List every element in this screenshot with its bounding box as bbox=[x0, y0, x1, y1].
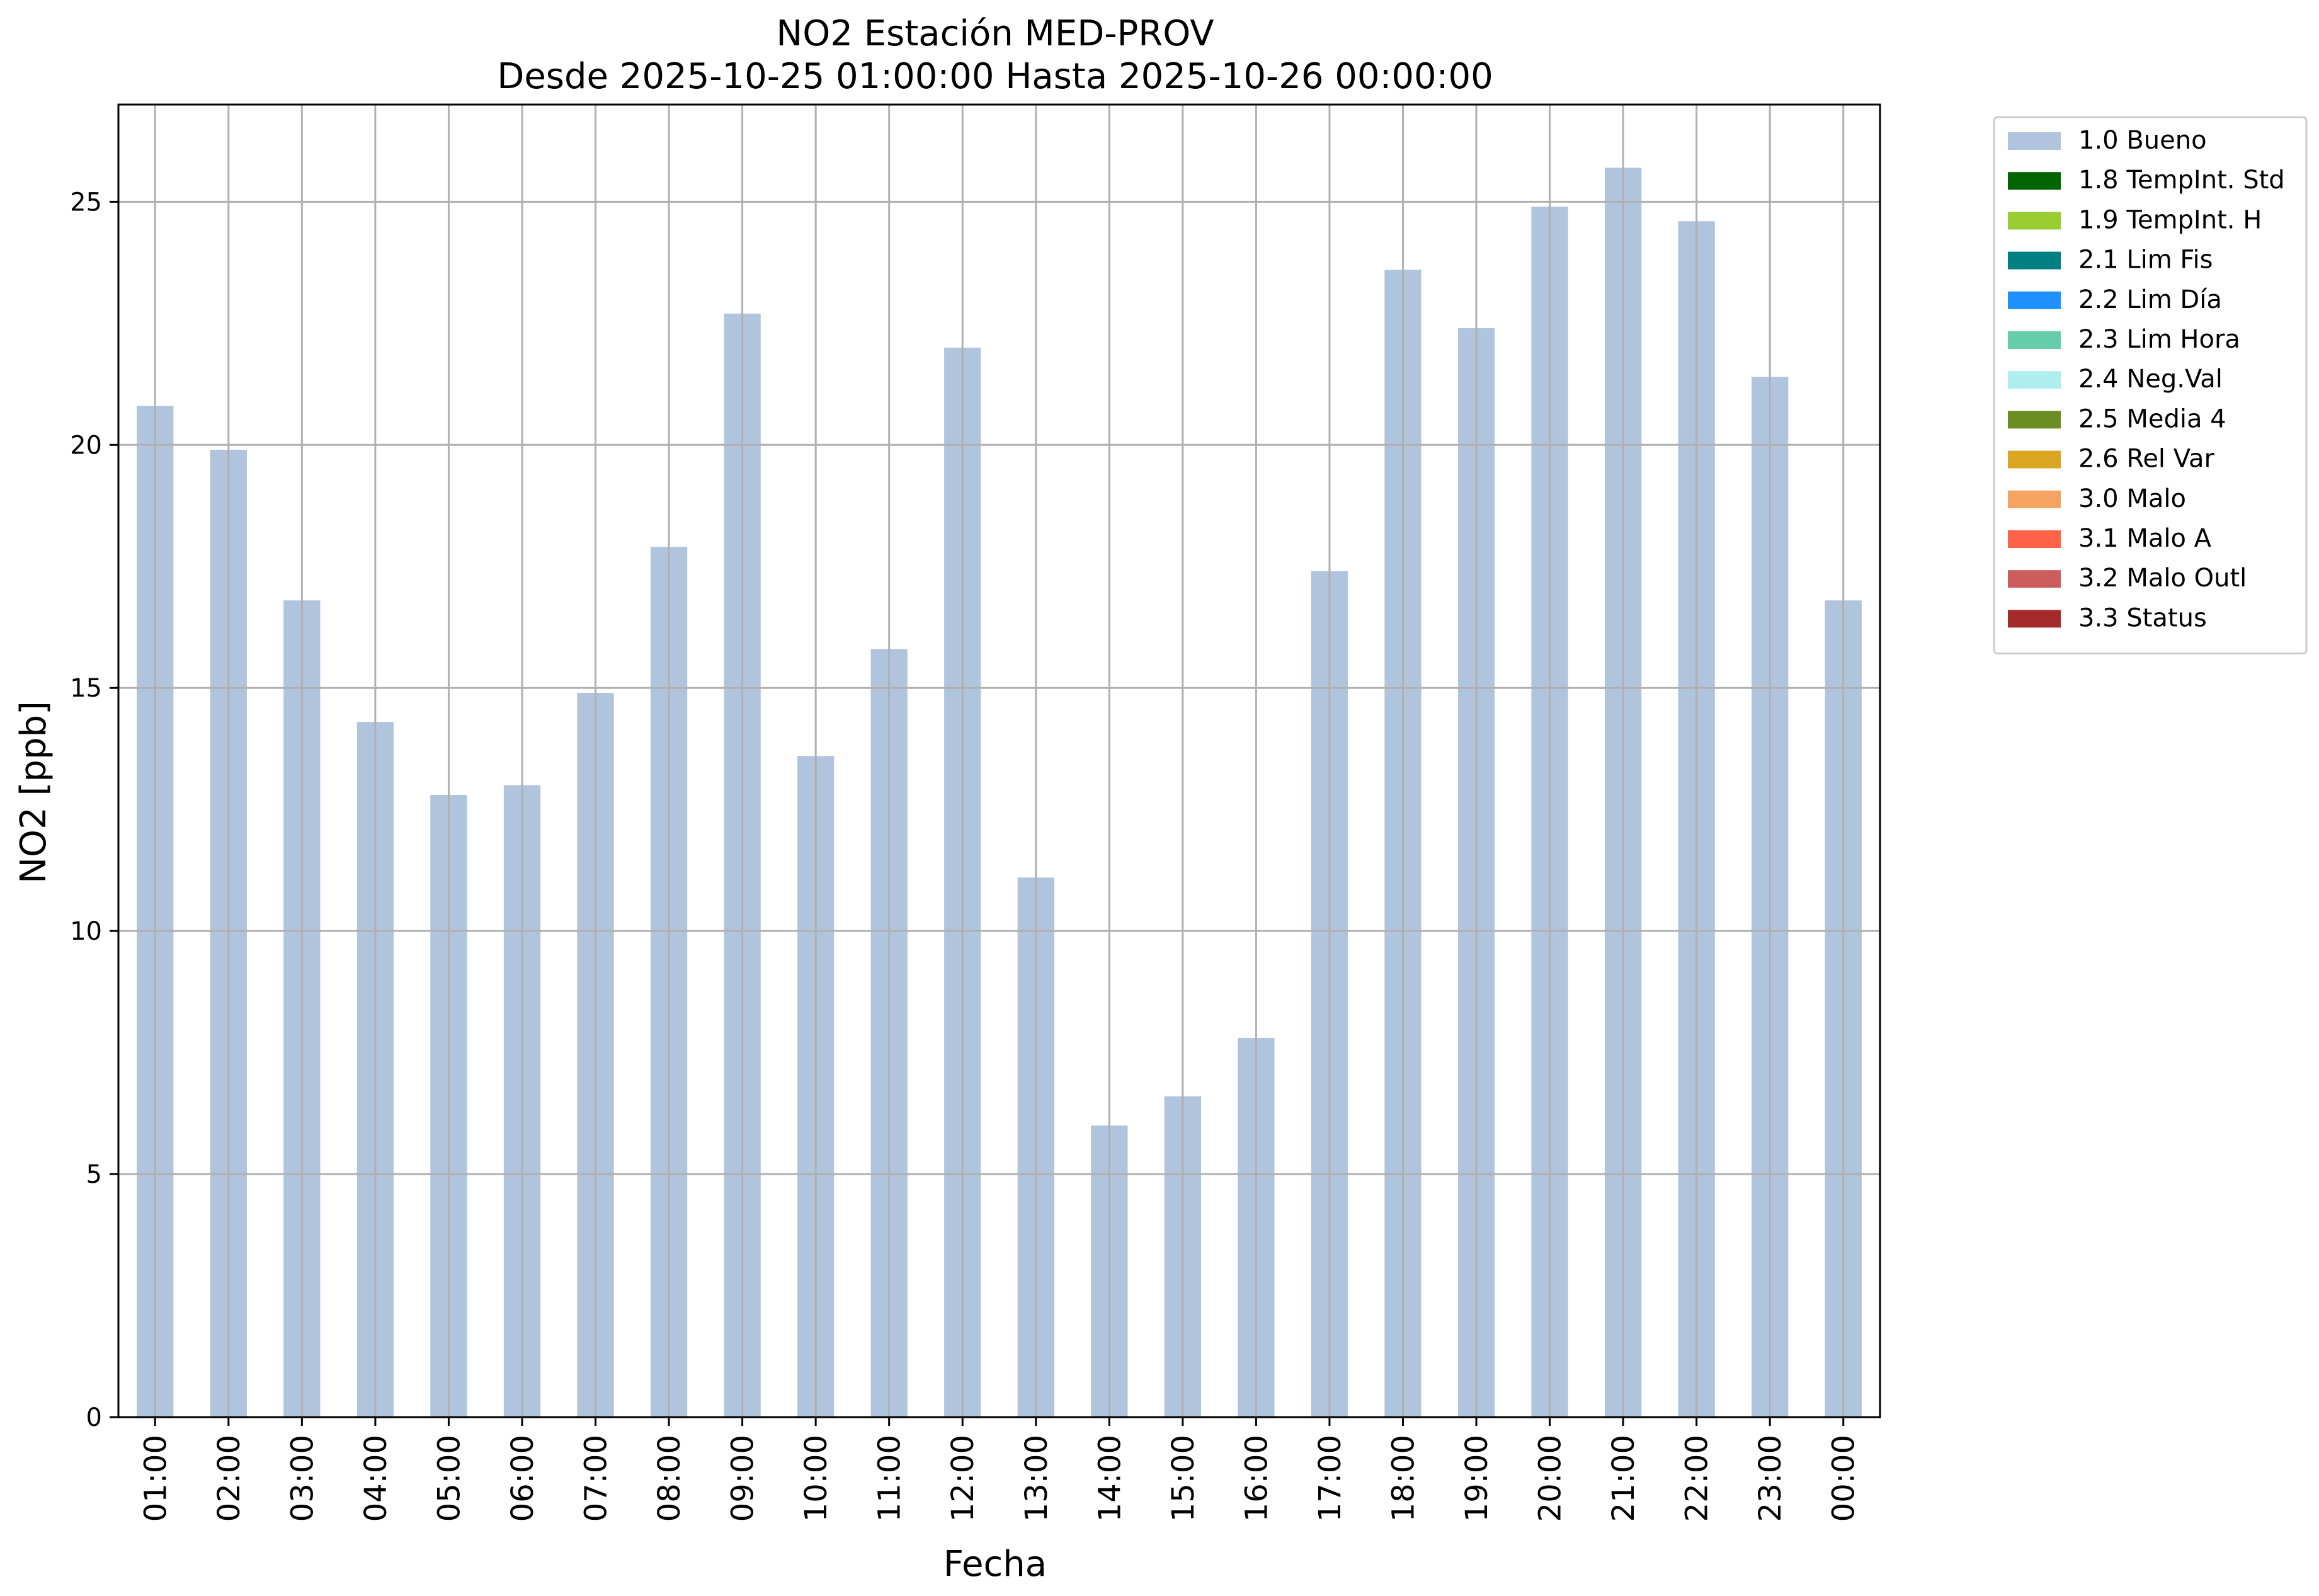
legend-swatch bbox=[2008, 411, 2061, 429]
axes bbox=[110, 103, 1881, 1426]
legend-label: 2.2 Lim Día bbox=[2078, 285, 2222, 314]
y-tick-label: 20 bbox=[70, 431, 102, 460]
x-tick-label: 21:00 bbox=[1606, 1435, 1641, 1522]
y-tick-label: 10 bbox=[70, 917, 102, 946]
x-tick-label: 09:00 bbox=[726, 1435, 761, 1522]
x-tick-labels: 01:00 02:00 03:00 04:00 05:00 06:00 07:00 08:00… bbox=[138, 1435, 1861, 1522]
y-axis-label: NO2 [ppb] bbox=[13, 701, 54, 884]
x-tick-label: 12:00 bbox=[945, 1435, 981, 1522]
chart-subtitle: Desde 2025-10-25 01:00:00 Hasta 2025-10-… bbox=[497, 56, 1493, 97]
legend-label: 1.8 TempInt. Std bbox=[2078, 166, 2285, 195]
x-tick-label: 19:00 bbox=[1459, 1435, 1495, 1522]
x-tick-label: 00:00 bbox=[1826, 1435, 1862, 1522]
legend-swatch bbox=[2008, 212, 2061, 230]
x-tick-label: 17:00 bbox=[1313, 1435, 1348, 1522]
legend: 1.0 Bueno 1.8 TempInt. Std 1.9 TempInt. H 2… bbox=[1993, 116, 2308, 655]
x-tick-label: 15:00 bbox=[1166, 1435, 1201, 1522]
legend-box bbox=[1993, 116, 2308, 655]
x-tick-label: 16:00 bbox=[1239, 1435, 1274, 1522]
legend-label: 2.3 Lim Hora bbox=[2078, 325, 2240, 354]
y-tick-label: 0 bbox=[86, 1403, 102, 1432]
legend-label: 3.0 Malo bbox=[2078, 484, 2186, 513]
plot-frame bbox=[117, 103, 1881, 1418]
x-axis-label: Fecha bbox=[943, 1544, 1047, 1585]
x-tick-label: 11:00 bbox=[872, 1435, 908, 1522]
x-tick-label: 13:00 bbox=[1019, 1435, 1054, 1522]
legend-swatch bbox=[2008, 570, 2061, 588]
legend-swatch bbox=[2008, 251, 2061, 270]
legend-label: 3.2 Malo Outl bbox=[2078, 564, 2247, 593]
legend-swatch bbox=[2008, 450, 2061, 469]
legend-swatch bbox=[2008, 371, 2061, 389]
legend-swatch bbox=[2008, 291, 2061, 309]
legend-label: 3.1 Malo A bbox=[2078, 524, 2212, 553]
legend-swatch bbox=[2008, 490, 2061, 508]
legend-label: 3.3 Status bbox=[2078, 603, 2207, 632]
y-tick-labels: 0 5 10 15 20 25 bbox=[70, 188, 102, 1432]
x-tick-label: 05:00 bbox=[431, 1435, 467, 1522]
x-tick-label: 03:00 bbox=[285, 1435, 320, 1522]
legend-swatch bbox=[2008, 132, 2061, 150]
legend-label: 2.5 Media 4 bbox=[2078, 404, 2226, 433]
grid bbox=[118, 105, 1880, 1418]
y-tick-label: 15 bbox=[70, 674, 102, 703]
x-tick-label: 07:00 bbox=[579, 1435, 614, 1522]
x-tick-label: 02:00 bbox=[212, 1435, 247, 1522]
x-tick-label: 08:00 bbox=[652, 1435, 687, 1522]
x-tick-label: 04:00 bbox=[358, 1435, 394, 1522]
legend-swatch bbox=[2008, 172, 2061, 190]
legend-label: 2.6 Rel Var bbox=[2078, 445, 2215, 474]
x-tick-label: 20:00 bbox=[1533, 1435, 1568, 1522]
legend-label: 1.0 Bueno bbox=[2078, 126, 2207, 155]
x-tick-label: 06:00 bbox=[505, 1435, 540, 1522]
legend-label: 2.1 Lim Fis bbox=[2078, 246, 2213, 275]
legend-swatch bbox=[2008, 610, 2061, 628]
legend-swatch bbox=[2008, 331, 2061, 349]
x-tick-label: 14:00 bbox=[1092, 1435, 1127, 1522]
x-tick-label: 10:00 bbox=[799, 1435, 834, 1522]
bars bbox=[137, 168, 1862, 1418]
y-tick-label: 5 bbox=[86, 1160, 102, 1189]
legend-label: 2.4 Neg.Val bbox=[2078, 365, 2223, 394]
x-tick-label: 01:00 bbox=[138, 1435, 173, 1522]
x-tick-label: 23:00 bbox=[1753, 1435, 1788, 1522]
legend-swatch bbox=[2008, 530, 2061, 548]
y-tick-label: 25 bbox=[70, 188, 102, 217]
legend-label: 1.9 TempInt. H bbox=[2078, 205, 2262, 234]
x-tick-label: 18:00 bbox=[1386, 1435, 1421, 1522]
chart-title: NO2 Estación MED-PROV bbox=[776, 13, 1214, 54]
x-tick-label: 22:00 bbox=[1680, 1435, 1715, 1522]
